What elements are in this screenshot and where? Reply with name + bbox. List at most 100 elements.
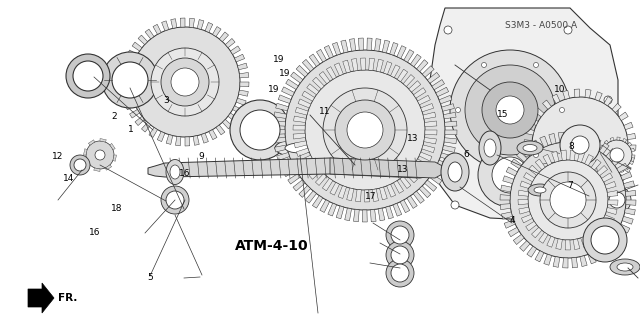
Polygon shape: [28, 283, 54, 313]
Polygon shape: [565, 240, 570, 250]
Polygon shape: [557, 189, 565, 198]
Circle shape: [161, 58, 209, 106]
Circle shape: [130, 27, 240, 137]
Text: 17: 17: [365, 192, 377, 201]
Polygon shape: [532, 169, 541, 178]
Polygon shape: [444, 112, 456, 119]
Text: 7: 7: [567, 181, 572, 189]
Polygon shape: [591, 191, 597, 200]
Polygon shape: [239, 90, 248, 96]
Polygon shape: [516, 152, 527, 162]
Circle shape: [391, 246, 409, 264]
Polygon shape: [506, 167, 517, 176]
Polygon shape: [599, 152, 602, 155]
Polygon shape: [623, 181, 634, 188]
Polygon shape: [307, 84, 319, 95]
Polygon shape: [387, 184, 396, 197]
Circle shape: [386, 221, 414, 249]
Circle shape: [604, 96, 612, 104]
Polygon shape: [382, 40, 390, 53]
Polygon shape: [500, 195, 510, 200]
Polygon shape: [145, 29, 154, 39]
Polygon shape: [424, 121, 437, 127]
Polygon shape: [409, 81, 420, 92]
Text: 6: 6: [463, 150, 468, 159]
Polygon shape: [623, 138, 627, 142]
Circle shape: [610, 148, 624, 162]
Text: 13: 13: [397, 165, 409, 174]
Polygon shape: [121, 77, 130, 82]
Polygon shape: [309, 54, 320, 66]
Polygon shape: [296, 65, 308, 77]
Polygon shape: [440, 153, 453, 161]
Polygon shape: [423, 112, 436, 119]
Polygon shape: [413, 191, 424, 204]
Polygon shape: [617, 163, 628, 173]
Text: 5: 5: [148, 273, 153, 282]
Polygon shape: [293, 133, 305, 139]
Polygon shape: [553, 256, 560, 267]
Polygon shape: [519, 207, 530, 214]
Polygon shape: [280, 160, 292, 169]
Circle shape: [532, 97, 628, 193]
Polygon shape: [628, 145, 636, 150]
Polygon shape: [124, 59, 134, 66]
Text: 12: 12: [52, 152, 63, 161]
Polygon shape: [351, 58, 358, 71]
Polygon shape: [619, 224, 630, 233]
Polygon shape: [282, 87, 294, 96]
Polygon shape: [341, 40, 348, 53]
Circle shape: [161, 186, 189, 214]
Polygon shape: [324, 46, 333, 58]
Polygon shape: [573, 239, 580, 249]
Circle shape: [171, 68, 199, 96]
Polygon shape: [110, 143, 115, 150]
Polygon shape: [584, 135, 592, 146]
Polygon shape: [323, 178, 333, 191]
Polygon shape: [525, 221, 536, 231]
Polygon shape: [527, 160, 536, 168]
Polygon shape: [620, 169, 624, 173]
Polygon shape: [275, 145, 287, 152]
Polygon shape: [132, 42, 142, 51]
Polygon shape: [599, 143, 609, 154]
Polygon shape: [502, 212, 513, 219]
Polygon shape: [576, 133, 583, 144]
Polygon shape: [614, 231, 625, 241]
Polygon shape: [522, 214, 532, 223]
Circle shape: [534, 63, 538, 67]
Circle shape: [481, 152, 486, 158]
Circle shape: [444, 26, 452, 34]
Polygon shape: [326, 67, 337, 79]
Text: 1: 1: [129, 125, 134, 134]
Text: 3: 3: [164, 96, 169, 105]
Polygon shape: [288, 174, 300, 184]
Ellipse shape: [441, 153, 469, 191]
Polygon shape: [602, 244, 612, 255]
Polygon shape: [417, 95, 430, 105]
Polygon shape: [443, 145, 455, 152]
Polygon shape: [442, 104, 454, 111]
Ellipse shape: [448, 162, 462, 182]
Ellipse shape: [170, 165, 180, 179]
Polygon shape: [543, 154, 552, 165]
Polygon shape: [316, 174, 327, 185]
Polygon shape: [197, 19, 204, 29]
Polygon shape: [612, 155, 623, 166]
Polygon shape: [437, 160, 450, 169]
Polygon shape: [353, 209, 359, 222]
Polygon shape: [445, 130, 457, 135]
Circle shape: [386, 241, 414, 269]
Polygon shape: [276, 152, 289, 160]
Circle shape: [86, 141, 114, 169]
Circle shape: [335, 100, 395, 160]
Ellipse shape: [285, 143, 315, 153]
Polygon shape: [600, 158, 603, 162]
Polygon shape: [328, 203, 337, 216]
Polygon shape: [362, 210, 367, 222]
Polygon shape: [518, 199, 528, 205]
Polygon shape: [230, 46, 241, 55]
Polygon shape: [330, 182, 339, 195]
Polygon shape: [123, 94, 132, 101]
Circle shape: [230, 100, 290, 160]
